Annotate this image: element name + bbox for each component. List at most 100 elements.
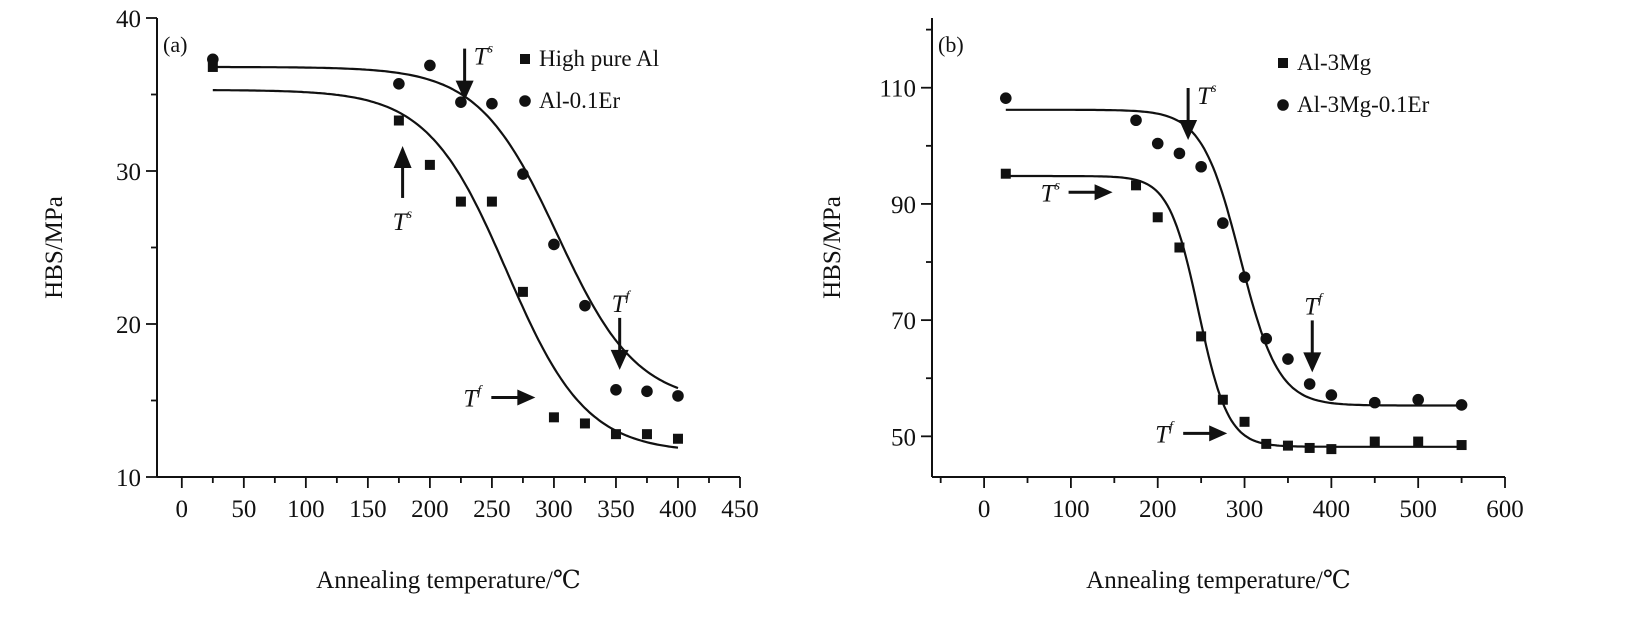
- annotation-superscript: s: [1055, 178, 1061, 193]
- arrow-head: [1094, 184, 1113, 201]
- y-tick-label: 110: [879, 76, 916, 103]
- annotation-superscript: f: [477, 383, 483, 398]
- legend-label: High pure Al: [539, 46, 659, 71]
- data-point-circle: [1195, 160, 1207, 173]
- data-point-square: [1152, 212, 1163, 223]
- data-point-square: [1131, 180, 1142, 191]
- legend-marker-circle: [1277, 99, 1289, 111]
- data-point-circle: [1455, 399, 1468, 411]
- annotation-superscript: f: [1169, 419, 1175, 434]
- fit-curve-circles: [212, 65, 679, 390]
- annotation-superscript: s: [488, 42, 494, 57]
- arrow-head: [1303, 352, 1322, 373]
- data-point-circle: [1282, 353, 1294, 365]
- arrow-head: [393, 145, 412, 168]
- data-point-circle: [455, 96, 467, 108]
- arrow-head: [1209, 425, 1228, 442]
- panel-label: (a): [163, 32, 187, 57]
- x-axis-title: Annealing temperature/℃: [316, 567, 581, 594]
- fit-curve-squares: [1005, 174, 1462, 448]
- data-point-circle: [1151, 137, 1164, 150]
- data-point-square: [517, 286, 528, 297]
- x-tick-label: 0: [176, 496, 189, 523]
- data-point-square: [207, 61, 218, 72]
- data-point-circle: [486, 97, 498, 110]
- legend-marker-square: [520, 54, 530, 64]
- data-point-circle: [641, 385, 653, 398]
- y-axis-title: HBS/MPa: [41, 196, 68, 299]
- y-tick-label: 40: [116, 6, 141, 33]
- arrow-head: [610, 349, 629, 370]
- x-tick-label: 500: [1399, 496, 1437, 523]
- data-point-square: [1456, 440, 1467, 451]
- annotation-superscript: s: [1211, 81, 1217, 96]
- data-point-square: [393, 115, 404, 126]
- y-tick-label: 70: [891, 308, 916, 335]
- x-tick-label: 150: [349, 496, 387, 523]
- data-point-square: [1174, 242, 1185, 253]
- data-point-circle: [1368, 396, 1381, 409]
- data-point-square: [548, 412, 559, 423]
- panel-label: (b): [938, 32, 964, 57]
- data-point-square: [1261, 438, 1272, 449]
- data-point-circle: [393, 77, 405, 90]
- data-point-square: [1369, 436, 1380, 447]
- data-point-square: [579, 418, 590, 429]
- y-tick-label: 50: [891, 424, 916, 451]
- data-point-square: [1413, 436, 1424, 447]
- x-tick-label: 400: [1313, 496, 1351, 523]
- y-axis-title: HBS/MPa: [819, 196, 846, 299]
- legend-marker-circle: [519, 95, 531, 107]
- data-point-circle: [1303, 378, 1316, 390]
- x-tick-label: 250: [473, 496, 511, 523]
- legend-label: Al-3Mg-0.1Er: [1297, 92, 1430, 117]
- annotation-superscript: s: [407, 207, 413, 222]
- x-tick-label: 450: [721, 496, 759, 523]
- annotation-label: T: [1041, 180, 1057, 207]
- data-point-circle: [610, 383, 622, 396]
- x-axis-title: Annealing temperature/℃: [1086, 567, 1351, 594]
- data-point-circle: [1238, 271, 1251, 283]
- data-point-circle: [1412, 393, 1424, 406]
- data-point-square: [1217, 394, 1228, 405]
- x-tick-label: 50: [231, 496, 256, 523]
- arrow-head: [1179, 120, 1198, 141]
- fit-curve-circles: [1005, 108, 1462, 407]
- data-point-circle: [1217, 217, 1229, 229]
- data-point-circle: [548, 238, 560, 251]
- data-point-square: [610, 429, 621, 440]
- annotation-label: T: [463, 385, 479, 412]
- panel-b: 0 100 200 300 400 500 600 50 70 90 110 Annealing te…: [819, 18, 1524, 594]
- data-point-square: [1196, 331, 1207, 342]
- legend-label: Al-0.1Er: [539, 88, 620, 113]
- arrow-head: [455, 80, 474, 101]
- data-point-circle: [579, 299, 591, 312]
- data-point-square: [1282, 440, 1293, 451]
- annotation-label: T: [612, 291, 628, 318]
- data-point-square: [672, 433, 683, 444]
- x-tick-label: 400: [659, 496, 697, 523]
- annotation-superscript: f: [626, 289, 632, 304]
- legend-marker-square: [1278, 58, 1288, 68]
- data-point-circle: [1260, 332, 1273, 345]
- panel-a: 0 50 100 150 200 250 300 350 400 450 10 20 30 40 Annea…: [41, 6, 759, 594]
- annotation-label: T: [1304, 293, 1320, 320]
- data-point-circle: [672, 390, 684, 402]
- data-point-square: [1000, 168, 1011, 179]
- y-tick-label: 30: [116, 159, 141, 186]
- x-tick-label: 200: [411, 496, 449, 523]
- data-point-circle: [517, 168, 529, 180]
- data-point-square: [1239, 416, 1250, 427]
- x-tick-label: 0: [978, 496, 991, 523]
- annotation-superscript: f: [1318, 291, 1324, 306]
- x-tick-label: 350: [597, 496, 635, 523]
- annotation-label: T: [1155, 421, 1171, 448]
- data-point-square: [455, 196, 466, 207]
